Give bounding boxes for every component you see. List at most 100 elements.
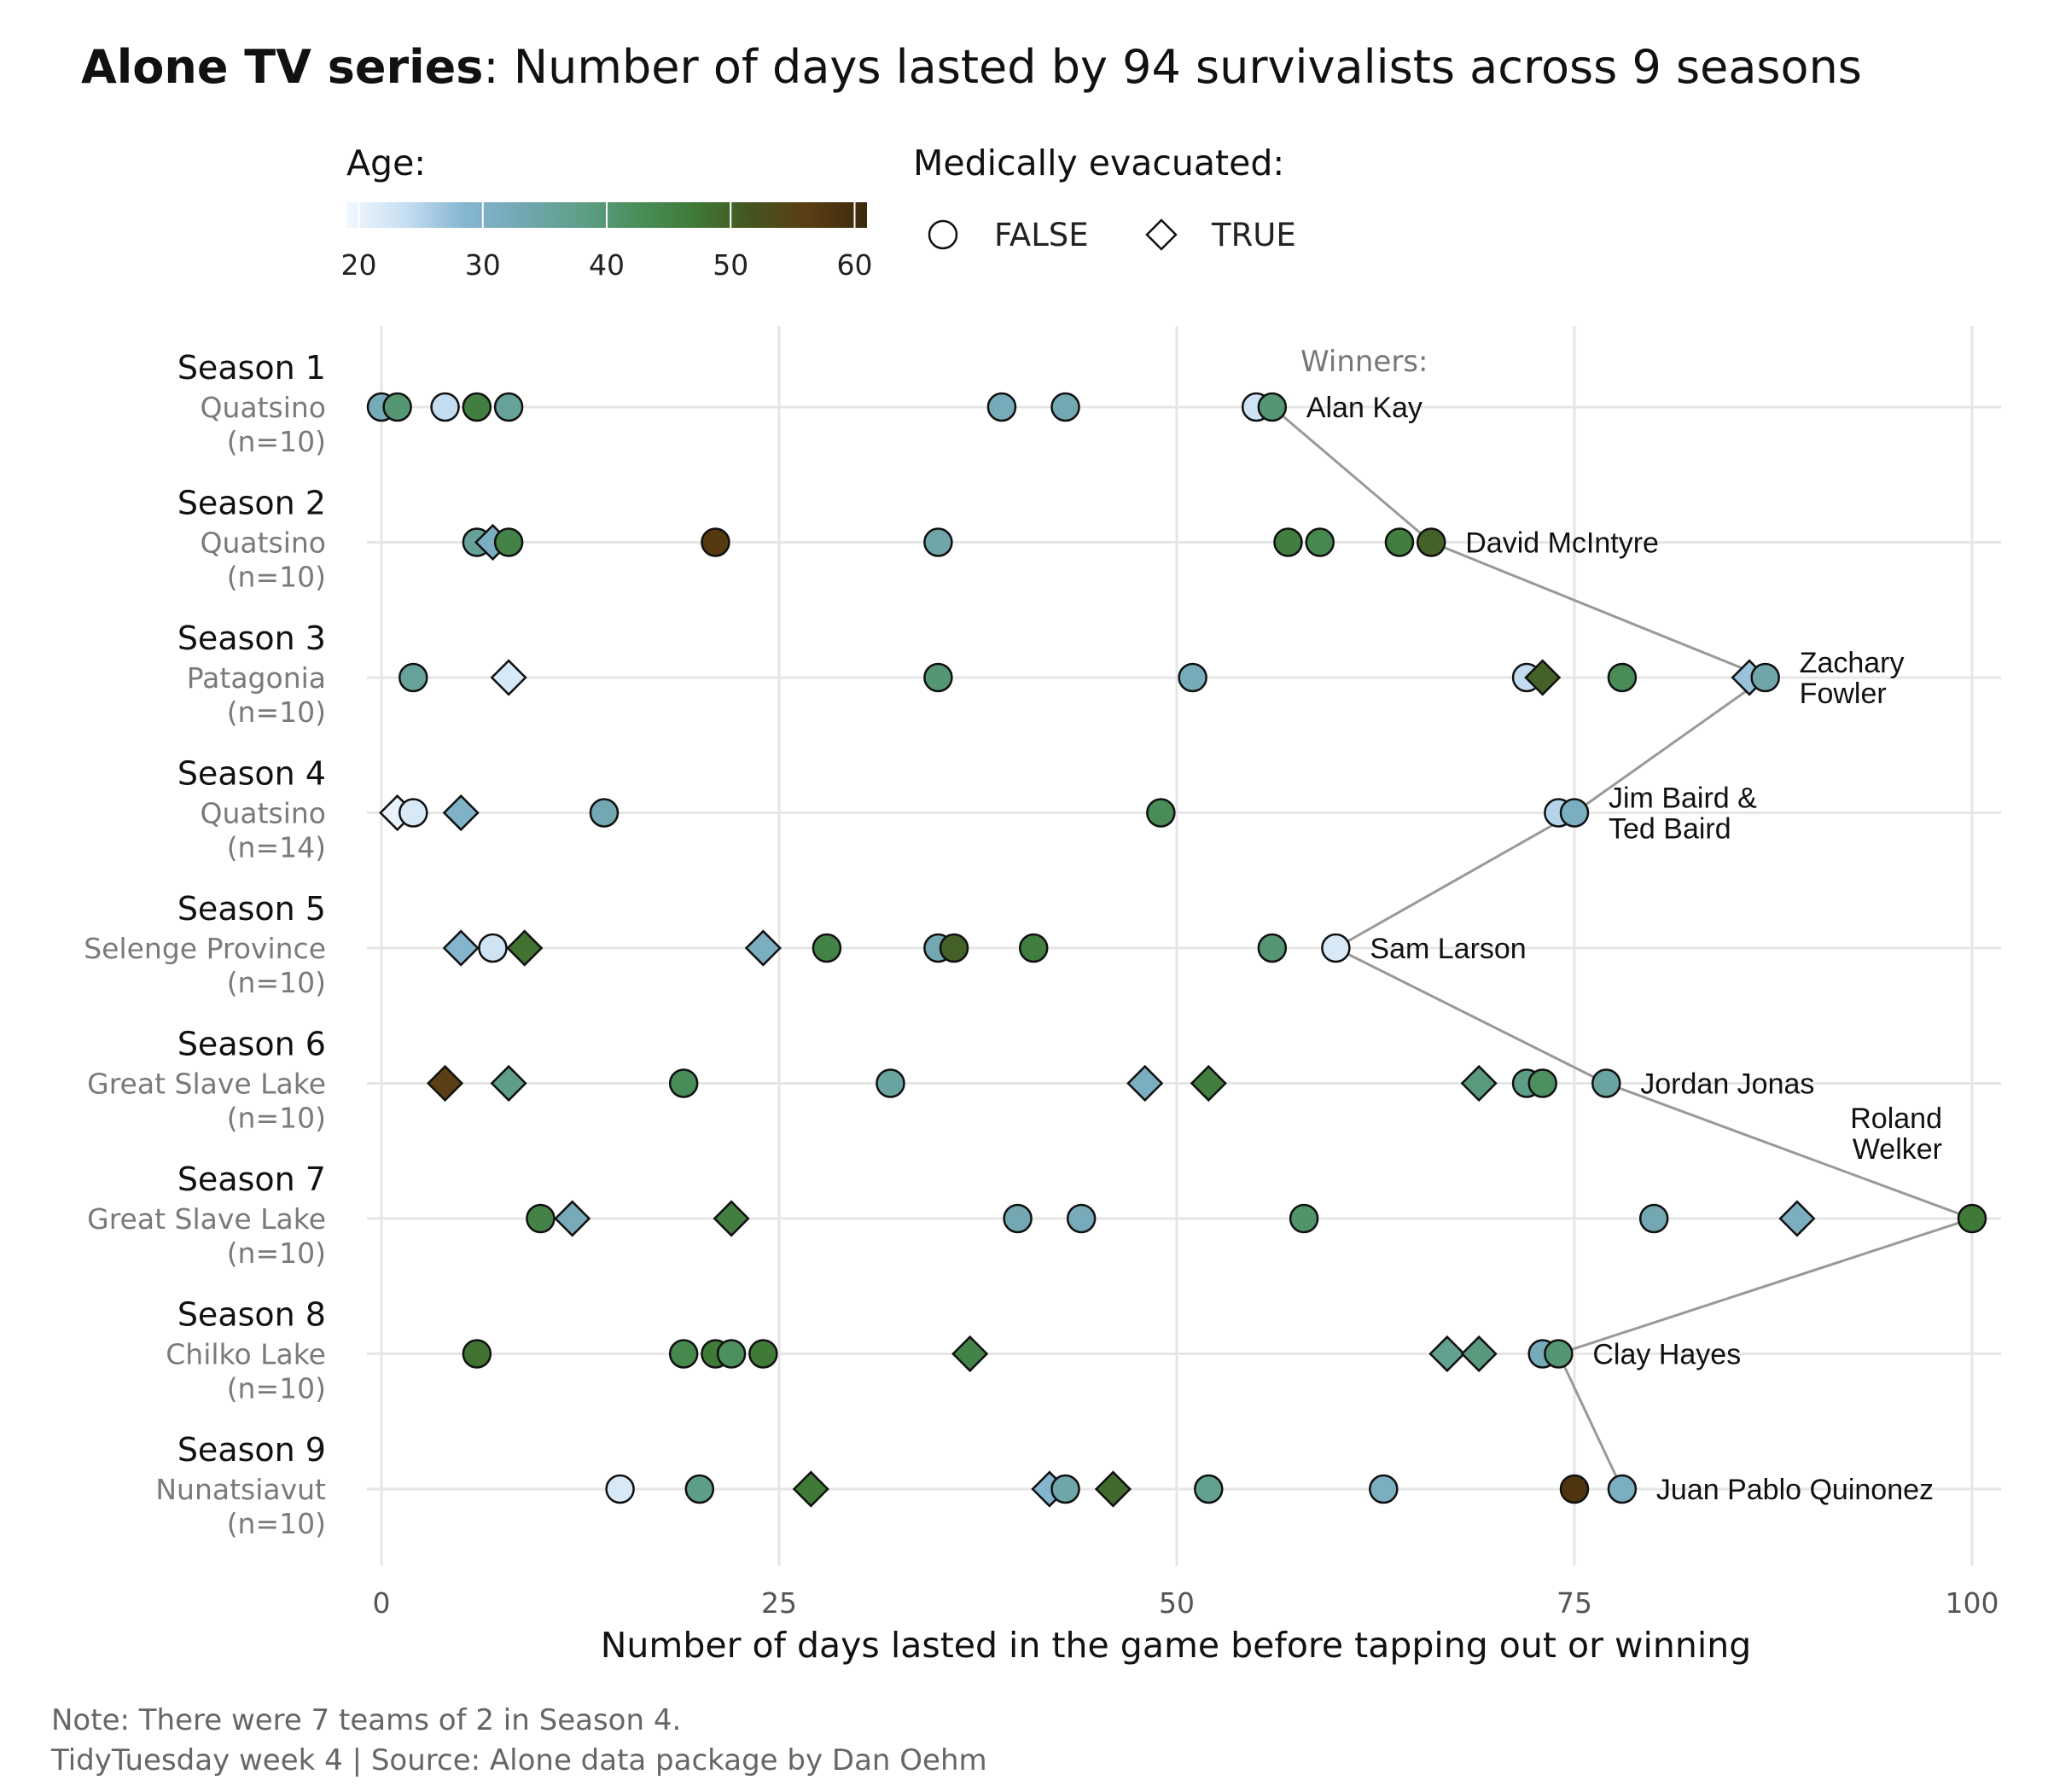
- season-location-label: Quatsino: [200, 391, 326, 424]
- winner-label: Zachary Fowler: [1800, 647, 1905, 710]
- winners-header: Winners:: [1300, 345, 1428, 379]
- age-legend: Age: 20 30 40 50 60: [341, 143, 873, 282]
- evac-legend-title: Medically evacuated:: [913, 143, 1284, 183]
- season-count-label: (n=10): [227, 695, 326, 729]
- winner-label: Clay Hayes: [1592, 1339, 1741, 1371]
- season-location-label: Patagonia: [187, 661, 326, 695]
- data-point-circle: [1559, 798, 1590, 828]
- legend-diamond-icon: [1145, 218, 1178, 251]
- data-point-diamond: [1126, 1064, 1164, 1103]
- data-point-circle: [1607, 662, 1638, 693]
- data-point-circle: [1305, 527, 1335, 557]
- data-point-diamond: [1460, 1335, 1498, 1373]
- age-tick-label: 60: [836, 248, 872, 282]
- data-point-circle: [526, 1203, 556, 1234]
- caption-note: Note: There were 7 teams of 2 in Season …: [51, 1703, 681, 1737]
- season-count-label: (n=10): [227, 1102, 326, 1135]
- data-point-diamond: [1190, 1064, 1227, 1103]
- data-point-diamond: [490, 659, 527, 696]
- season-location-label: Quatsino: [200, 797, 326, 830]
- data-point-circle: [589, 798, 620, 828]
- season-name-label: Season 7: [177, 1161, 326, 1198]
- caption-source: TidyTuesday week 4 | Source: Alone data …: [50, 1743, 987, 1777]
- chart-title-rest: : Number of days lasted by 94 survivalis…: [483, 40, 1862, 94]
- data-point-diamond: [792, 1470, 829, 1508]
- season-count-label: (n=10): [227, 561, 326, 594]
- data-point-circle: [399, 798, 428, 828]
- x-tick-label: 0: [373, 1586, 391, 1620]
- winner-labels: Alan Kay David McIntyre Zachary Fowler Jim B…: [1306, 392, 1942, 1506]
- data-point-circle: [701, 527, 730, 557]
- data-point-diamond: [713, 1200, 750, 1237]
- data-point-circle: [430, 392, 460, 422]
- season-name-label: Season 5: [177, 890, 326, 928]
- data-point-circle: [493, 392, 524, 422]
- data-point-circle: [462, 392, 492, 422]
- season-count-label: (n=10): [227, 1236, 326, 1270]
- winner-label: Roland Welker: [1850, 1103, 1942, 1166]
- season-count-label: (n=14): [227, 831, 326, 864]
- data-point-diamond: [951, 1335, 989, 1373]
- data-point-circle: [478, 933, 508, 963]
- x-tick-label: 75: [1556, 1586, 1592, 1620]
- data-point-circle: [812, 933, 842, 963]
- data-point-circle: [1050, 392, 1080, 422]
- data-point-circle: [1591, 1068, 1621, 1098]
- season-name-label: Season 6: [177, 1026, 326, 1063]
- data-point-circle: [1194, 1474, 1224, 1504]
- data-point-circle: [1384, 527, 1415, 557]
- data-point-diamond: [506, 929, 544, 967]
- data-point-circle: [1957, 1203, 1987, 1234]
- legend-false-label: FALSE: [994, 217, 1089, 253]
- winner-label: David McIntyre: [1465, 527, 1659, 560]
- winner-label: Jim Baird & Ted Baird: [1609, 783, 1757, 846]
- data-point-circle: [1257, 933, 1288, 963]
- data-point-circle: [1146, 798, 1176, 828]
- data-point-circle: [876, 1068, 905, 1098]
- data-point-circle: [1178, 662, 1207, 693]
- gridlines: [367, 326, 2001, 1566]
- data-point-diamond: [554, 1200, 591, 1237]
- x-axis-title: Number of days lasted in the game before…: [601, 1625, 1752, 1666]
- data-point-circle: [923, 527, 953, 557]
- data-point-circle: [1257, 392, 1288, 422]
- data-point-circle: [716, 1339, 747, 1369]
- data-point-circle: [1544, 1339, 1574, 1369]
- evac-legend: Medically evacuated: FALSE TRUE: [913, 143, 1296, 253]
- season-location-label: Selenge Province: [84, 932, 326, 965]
- data-point-circle: [939, 933, 969, 963]
- x-tick-label: 50: [1159, 1586, 1195, 1620]
- age-tick-label: 20: [341, 248, 377, 282]
- data-point-diamond: [1778, 1200, 1816, 1237]
- data-point-circle: [1321, 933, 1351, 963]
- data-point-diamond: [1428, 1335, 1466, 1373]
- data-point-circle: [668, 1068, 699, 1098]
- season-name-label: Season 3: [177, 620, 326, 657]
- age-tick-label: 30: [465, 248, 501, 282]
- winner-label: Alan Kay: [1306, 392, 1423, 424]
- data-points: [366, 392, 1987, 1508]
- data-point-circle: [1638, 1203, 1669, 1234]
- age-legend-ticks: 20 30 40 50 60: [341, 202, 872, 282]
- season-count-label: (n=10): [227, 1372, 326, 1405]
- season-location-label: Nunatsiavut: [155, 1473, 326, 1506]
- legend-true-label: TRUE: [1211, 217, 1296, 253]
- data-point-circle: [1273, 527, 1303, 557]
- data-point-circle: [986, 392, 1017, 422]
- data-point-circle: [605, 1474, 635, 1504]
- data-point-circle: [1050, 1474, 1080, 1504]
- x-tick-label: 25: [761, 1586, 797, 1620]
- season-count-label: (n=10): [227, 425, 326, 458]
- winner-label: Jordan Jonas: [1640, 1068, 1814, 1101]
- data-point-diamond: [442, 794, 480, 832]
- data-point-circle: [1559, 1474, 1590, 1504]
- data-point-circle: [1750, 662, 1780, 693]
- season-name-label: Season 1: [177, 349, 326, 387]
- x-axis-ticks: 0 25 50 75 100: [373, 1586, 1999, 1620]
- data-point-diamond: [426, 1064, 464, 1103]
- season-count-label: (n=10): [227, 966, 326, 999]
- legend-circle-icon: [928, 219, 958, 250]
- season-location-label: Great Slave Lake: [87, 1202, 326, 1236]
- data-point-circle: [1369, 1474, 1399, 1504]
